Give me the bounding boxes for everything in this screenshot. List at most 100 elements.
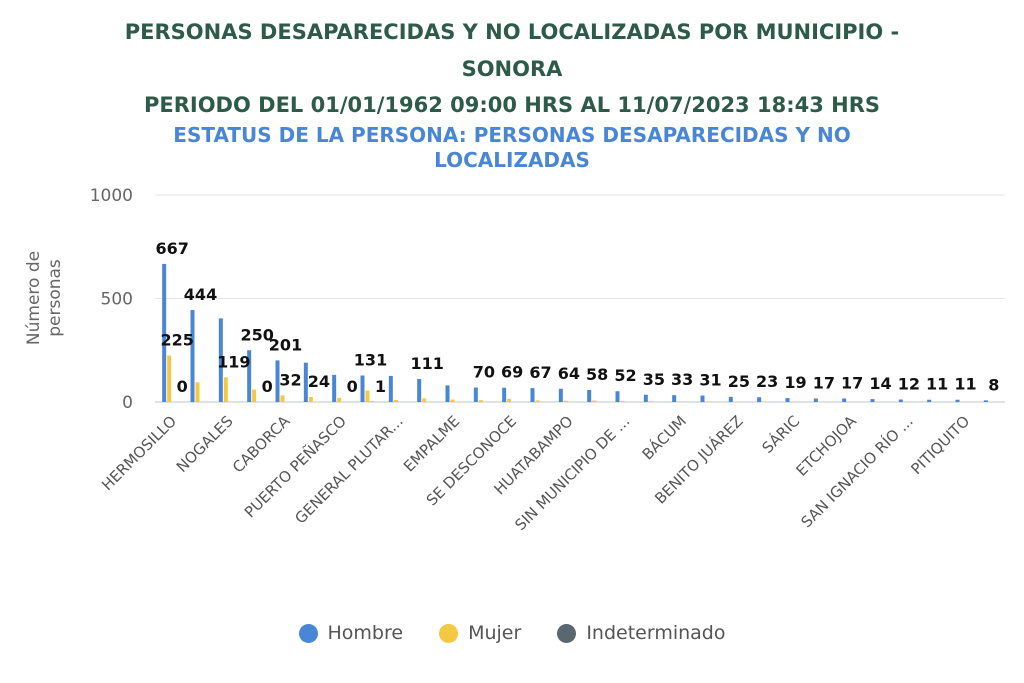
x-tick-label: NOGALES [173, 412, 237, 476]
y-tick-label: 1000 [90, 186, 133, 206]
bar-mujer [308, 397, 313, 402]
bar-hombre [388, 375, 393, 402]
data-label: 52 [614, 366, 636, 385]
bar-mujer [280, 395, 285, 402]
bar-hombre [445, 385, 450, 402]
bar-mujer [535, 400, 540, 402]
bar-mujer [337, 397, 342, 402]
bar-mujer [648, 401, 653, 402]
legend-label-hombre: Hombre [327, 622, 404, 644]
data-label: 0 [177, 377, 188, 396]
bar-hombre [700, 395, 705, 402]
x-tick-label: PITIQUITO [907, 412, 973, 478]
bar-hombre [983, 400, 988, 402]
bar-hombre [558, 388, 563, 402]
chart-legend: Hombre Mujer Indeterminado [0, 622, 1024, 644]
data-label: 19 [784, 373, 806, 392]
bar-hombre [643, 394, 648, 402]
chart-title-line3: PERIODO DEL 01/01/1962 09:00 HRS AL 11/0… [143, 93, 881, 117]
chart-subtitle-line2: LOCALIZADAS [434, 148, 590, 172]
bar-hombre [502, 387, 507, 402]
bar-mujer [620, 400, 625, 402]
x-tick-label: BÁCUM [638, 411, 690, 463]
bar-hombre [332, 374, 337, 402]
chart-title-line1: PERSONAS DESAPARECIDAS Y NO LOCALIZADAS … [124, 20, 900, 44]
bar-mujer [365, 390, 370, 402]
legend-dot-indeterminado [557, 623, 577, 643]
data-label: 58 [586, 365, 608, 384]
bar-hombre [672, 395, 677, 402]
legend-label-mujer: Mujer [468, 622, 522, 644]
bar-mujer [478, 400, 483, 402]
bar-hombre [530, 388, 535, 402]
bar-hombre [615, 391, 620, 402]
x-tick-label: SÁRIC [758, 411, 804, 457]
bar-hombre [303, 362, 308, 402]
chart-subtitle-line1: ESTATUS DE LA PERSONA: PERSONAS DESAPARE… [173, 123, 851, 147]
data-label: 12 [898, 375, 920, 394]
data-label: 1 [375, 377, 386, 396]
data-label: 25 [728, 372, 750, 391]
data-label: 131 [354, 351, 387, 370]
data-label: 24 [308, 372, 330, 391]
legend-item-mujer[interactable]: Mujer [439, 622, 521, 644]
y-axis-label: Número depersonas [24, 251, 65, 345]
data-label: 0 [347, 377, 358, 396]
data-label: 119 [217, 352, 250, 371]
bar-mujer [592, 400, 597, 402]
x-tick-label: HERMOSILLO [98, 412, 180, 494]
data-label: 111 [410, 354, 443, 373]
data-label: 444 [184, 285, 217, 304]
data-label: 250 [240, 325, 273, 344]
y-tick-label: 0 [122, 393, 133, 413]
bar-mujer [563, 400, 568, 402]
bar-hombre [842, 398, 847, 402]
x-tick-label: GENERAL PLUTAR... [291, 412, 406, 527]
bar-hombre [927, 399, 932, 402]
bar-hombre [785, 398, 790, 402]
legend-item-hombre[interactable]: Hombre [298, 622, 404, 644]
chart-title-line2: SONORA [461, 57, 563, 81]
bar-mujer [677, 401, 682, 402]
data-label: 35 [643, 370, 665, 389]
data-label: 201 [269, 335, 302, 354]
bar-mujer [223, 377, 228, 402]
x-tick-label: PUERTO PEÑASCO [240, 411, 350, 521]
bar-hombre [218, 318, 223, 402]
bar-mujer [507, 398, 512, 402]
data-label: 0 [262, 377, 273, 396]
data-label: 70 [473, 363, 495, 382]
data-label: 14 [869, 374, 891, 393]
bar-hombre [757, 397, 762, 402]
bar-mujer [450, 399, 455, 402]
legend-dot-mujer [439, 623, 459, 643]
legend-dot-hombre [298, 623, 318, 643]
data-label: 11 [954, 375, 976, 394]
bar-hombre [728, 396, 733, 402]
y-tick-label: 500 [101, 290, 133, 310]
data-label: 11 [926, 375, 948, 394]
bar-hombre [275, 360, 280, 402]
data-label: 667 [155, 239, 188, 258]
data-label: 33 [671, 370, 693, 389]
bar-hombre [473, 387, 478, 402]
bar-hombre [247, 350, 252, 402]
legend-label-indeterminado: Indeterminado [586, 622, 726, 644]
x-tick-label: SAN IGNACIO RÍO ... [797, 411, 917, 531]
bar-mujer [705, 401, 710, 402]
data-label: 225 [160, 330, 193, 349]
bar-hombre [360, 375, 365, 402]
data-label: 31 [699, 371, 721, 390]
bar-hombre [417, 379, 422, 402]
legend-item-indeterminado[interactable]: Indeterminado [557, 622, 725, 644]
bar-hombre [955, 399, 960, 402]
bar-hombre [870, 399, 875, 402]
data-label: 32 [279, 370, 301, 389]
data-label: 69 [501, 363, 523, 382]
data-label: 64 [558, 364, 580, 383]
x-tick-label: SIN MUNICIPIO DE ... [511, 412, 633, 534]
bar-mujer [422, 398, 427, 402]
bar-mujer [167, 355, 172, 402]
bar-hombre [190, 310, 195, 402]
